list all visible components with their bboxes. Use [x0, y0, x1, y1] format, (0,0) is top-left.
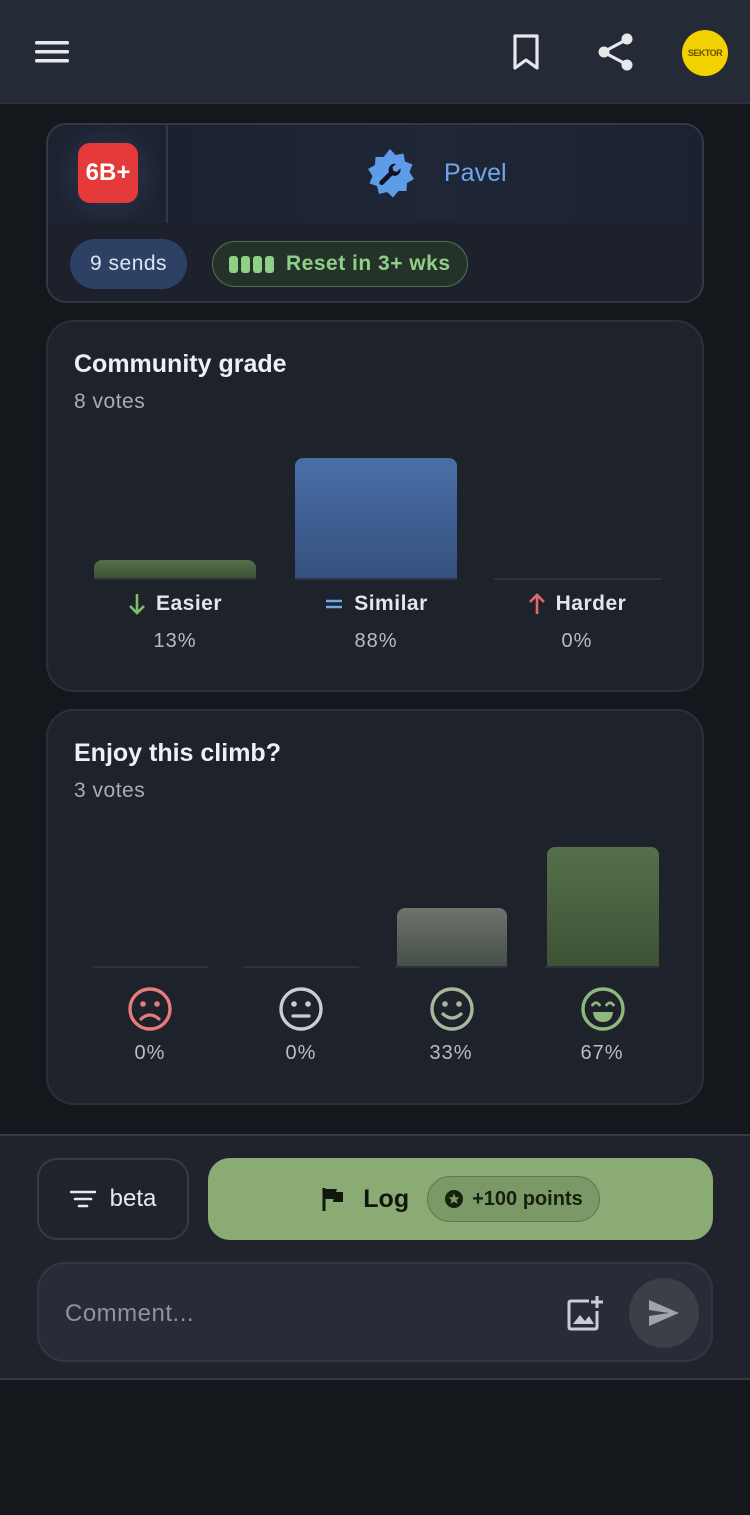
menu-icon[interactable] [33, 36, 73, 68]
add-image-icon[interactable] [565, 1294, 605, 1334]
community-grade-votes: 8 votes [74, 390, 146, 413]
similar-percent: 88% [354, 630, 398, 652]
harder-vote-button[interactable]: Harder [476, 592, 678, 616]
equals-icon [326, 599, 343, 609]
grade-cell: 6B+ [48, 125, 168, 223]
similar-vote-button[interactable]: Similar [275, 592, 477, 616]
easier-percent: 13% [153, 630, 197, 652]
harder-percent: 0% [561, 630, 593, 652]
bottom-action-panel: beta Log +100 points [0, 1134, 750, 1380]
beta-button[interactable]: beta [37, 1158, 189, 1240]
reset-chip[interactable]: Reset in 3+ wks [212, 241, 468, 287]
share-icon[interactable] [594, 30, 638, 74]
filter-icon [69, 1190, 96, 1208]
send-icon [649, 1300, 679, 1326]
easier-vote-button[interactable]: Easier [74, 592, 276, 616]
frown-face-icon[interactable] [127, 986, 173, 1032]
beta-label: beta [109, 1185, 157, 1212]
enjoy-title: Enjoy this climb? [74, 739, 281, 767]
frown-percent: 0% [134, 1042, 166, 1064]
sends-chip[interactable]: 9 sends [70, 239, 188, 289]
bar-baseline [494, 578, 662, 580]
send-button[interactable] [629, 1278, 699, 1348]
similar-label: Similar [354, 592, 428, 615]
community-grade-card: Community grade 8 votes Easier 13% Simil… [46, 320, 704, 692]
enjoy-bar-smile[interactable] [397, 908, 507, 966]
easier-bar[interactable] [94, 560, 256, 578]
points-label: +100 points [472, 1187, 583, 1210]
neutral-face-icon[interactable] [278, 986, 324, 1032]
enjoy-climb-card: Enjoy this climb? 3 votes 0% 0% 33% 67% [46, 709, 704, 1105]
arrow-up-icon [528, 593, 545, 614]
avatar-logo-text: SEKTOR [687, 48, 723, 58]
similar-bar[interactable] [295, 458, 457, 578]
route-header-row: 6B+ Pavel [48, 125, 702, 223]
avatar[interactable]: SEKTOR [682, 30, 728, 76]
smile-face-icon[interactable] [429, 986, 475, 1032]
top-app-bar: SEKTOR [0, 0, 750, 104]
neutral-percent: 0% [285, 1042, 317, 1064]
route-summary-card: 6B+ Pavel 9 sends Reset in 3+ wks [46, 123, 704, 303]
bar-baseline [94, 578, 256, 580]
bar-baseline [243, 966, 359, 968]
setter-name: Pavel [444, 159, 507, 187]
grin-percent: 67% [580, 1042, 624, 1064]
log-label: Log [363, 1184, 410, 1213]
flag-icon [322, 1188, 344, 1211]
bookmark-icon[interactable] [508, 32, 544, 72]
sends-chip-label: 9 sends [90, 252, 168, 275]
comment-composer [37, 1262, 713, 1362]
bar-baseline [545, 966, 659, 968]
enjoy-bar-grin[interactable] [547, 847, 659, 966]
comment-input[interactable] [65, 1294, 545, 1334]
bar-baseline [92, 966, 208, 968]
grin-face-icon[interactable] [580, 986, 626, 1032]
bar-baseline [395, 966, 507, 968]
log-button[interactable]: Log +100 points [208, 1158, 713, 1240]
arrow-down-icon [129, 594, 145, 615]
reset-chip-label: Reset in 3+ wks [286, 252, 451, 275]
grade-badge[interactable]: 6B+ [78, 143, 138, 203]
harder-label: Harder [555, 592, 627, 615]
enjoy-votes: 3 votes [74, 779, 146, 802]
wrench-gear-icon [368, 149, 414, 198]
setter-cell[interactable]: Pavel [168, 125, 702, 223]
smile-percent: 33% [429, 1042, 473, 1064]
bar-baseline [295, 578, 457, 580]
battery-bars-icon [229, 255, 274, 273]
points-pill: +100 points [427, 1176, 600, 1222]
community-grade-title: Community grade [74, 350, 287, 378]
star-coin-icon [445, 1190, 464, 1208]
easier-label: Easier [155, 592, 223, 615]
